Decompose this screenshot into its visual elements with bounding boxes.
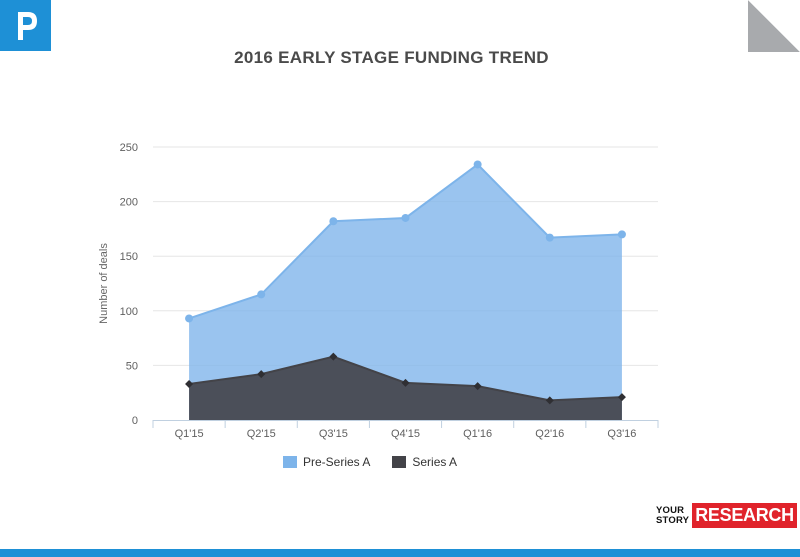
logo [0, 0, 51, 51]
x-tick-label: Q2'16 [535, 428, 564, 440]
legend-swatch [392, 456, 407, 468]
y-tick-label: 100 [120, 306, 138, 318]
chart-title: 2016 EARLY STAGE FUNDING TREND [234, 48, 549, 67]
data-point [401, 378, 410, 387]
y-tick-label: 50 [126, 360, 138, 372]
legend-label: Pre-Series A [303, 455, 371, 469]
legend-label: Series A [412, 455, 458, 469]
x-tick-label: Q3'15 [319, 428, 348, 440]
x-tick-label: Q1'15 [175, 428, 204, 440]
p-flag-icon [18, 12, 37, 40]
bottom-accent-bar [0, 549, 800, 557]
data-point [617, 393, 626, 402]
x-tick-label: Q3'16 [607, 428, 636, 440]
x-tick-label: Q2'15 [247, 428, 276, 440]
data-point [545, 233, 554, 242]
x-tick-label: Q1'16 [463, 428, 492, 440]
data-point [329, 352, 338, 361]
y-tick-label: 0 [132, 415, 138, 427]
yourstory-research-logo: YOUR STORY RESEARCH [656, 503, 797, 528]
series-area [189, 356, 622, 420]
data-point [401, 213, 410, 222]
chart-legend: Pre-Series A Series A [283, 455, 457, 469]
data-point [473, 382, 482, 391]
y-tick-label: 250 [120, 142, 138, 154]
y-tick-label: 200 [120, 197, 138, 209]
y-tick-label: 150 [120, 251, 138, 263]
legend-item-pre-series-a[interactable]: Pre-Series A [283, 455, 370, 469]
data-point [185, 379, 194, 388]
y-axis-title: Number of deals [98, 243, 110, 324]
data-point [185, 314, 194, 323]
legend-swatch [283, 456, 297, 468]
legend-item-series-a[interactable]: Series A [392, 455, 457, 469]
x-tick-label: Q4'15 [391, 428, 420, 440]
data-point [329, 217, 338, 226]
data-point [617, 230, 626, 239]
data-point [257, 290, 266, 299]
data-point [545, 396, 554, 405]
page-corner-fold [748, 0, 800, 52]
data-point [473, 160, 482, 169]
data-point [257, 370, 266, 379]
series-area [189, 164, 622, 420]
